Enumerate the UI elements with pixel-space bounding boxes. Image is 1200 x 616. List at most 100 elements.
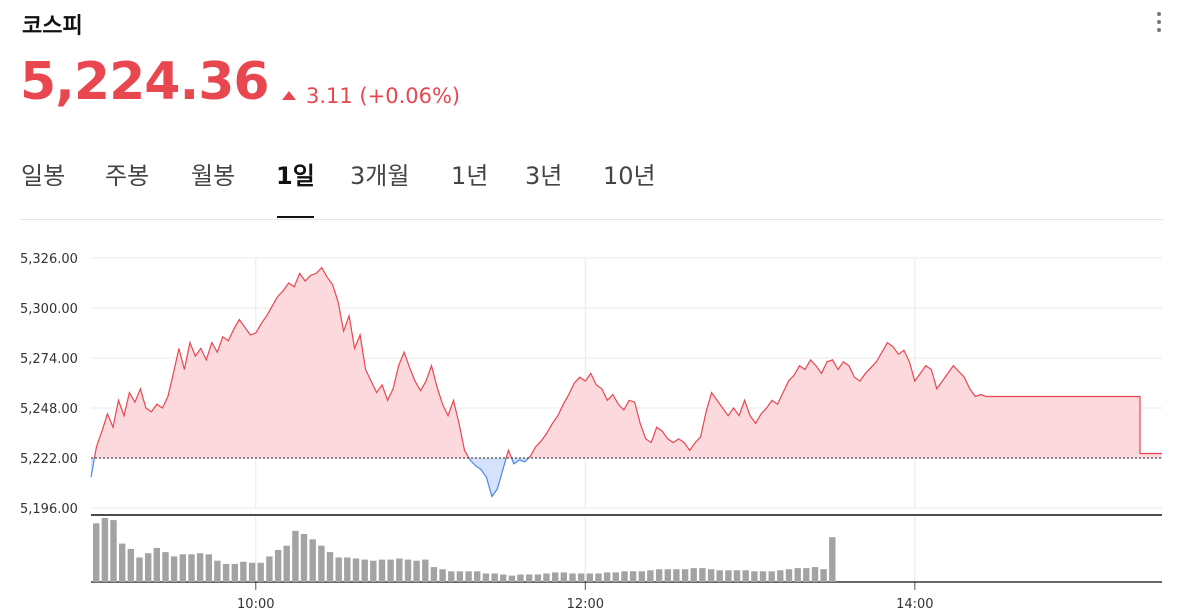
volume-bar <box>344 557 351 582</box>
volume-bar <box>292 530 299 582</box>
y-tick-label: 5,248.00 <box>20 402 78 417</box>
active-tab-underline <box>277 216 314 218</box>
volume-bar <box>136 557 143 582</box>
volume-bar <box>465 571 472 582</box>
volume-bar <box>621 571 628 582</box>
volume-bar <box>266 556 273 582</box>
volume-bar <box>361 559 368 582</box>
volume-bar <box>629 571 637 582</box>
x-tick-label: 10:00 <box>237 597 274 612</box>
volume-bar <box>785 569 793 582</box>
tab-1day[interactable]: 1일 <box>276 162 315 190</box>
volume-bar <box>595 573 602 582</box>
volume-bar <box>526 574 533 582</box>
volume-bar <box>101 518 109 582</box>
volume-bar <box>283 545 290 582</box>
tab-monthly[interactable]: 월봉 <box>191 162 236 190</box>
price-area-up <box>91 267 1162 458</box>
tab-3month[interactable]: 3개월 <box>350 162 410 190</box>
volume-bar <box>474 571 481 582</box>
volume-bar <box>716 570 723 582</box>
index-title: 코스피 <box>22 14 83 39</box>
y-tick-label: 5,274.00 <box>20 352 78 367</box>
volume-bar <box>673 569 680 582</box>
volume-bar <box>733 570 741 582</box>
volume-bar <box>820 569 827 582</box>
volume-bar <box>300 534 308 582</box>
tab-weekly[interactable]: 주봉 <box>105 162 150 190</box>
volume-bar <box>240 561 247 582</box>
price-line-up <box>93 266 1162 458</box>
volume-bar <box>803 568 810 582</box>
volume-bar <box>274 550 282 582</box>
tabs-divider <box>20 219 1163 220</box>
volume-bar <box>93 523 100 582</box>
price-change: 3.11 (+0.06%) <box>282 84 460 108</box>
volume-bar <box>309 539 316 582</box>
volume-bar <box>811 567 819 582</box>
volume-bar <box>231 563 238 582</box>
volume-bar <box>543 573 550 582</box>
up-triangle-icon <box>282 91 296 100</box>
volume-bar <box>751 571 758 582</box>
tab-10year[interactable]: 10년 <box>603 162 656 190</box>
volume-bar <box>404 559 412 582</box>
volume-bar <box>257 562 264 582</box>
current-price: 5,224.36 <box>20 52 270 112</box>
volume-bar <box>552 572 559 582</box>
volume-bar <box>491 573 498 582</box>
tab-daily[interactable]: 일봉 <box>21 162 66 190</box>
y-tick-label: 5,222.00 <box>20 452 78 467</box>
volume-bar <box>569 573 576 582</box>
volume-bar <box>482 573 490 582</box>
volume-bar <box>768 571 775 582</box>
volume-bar <box>699 568 706 582</box>
volume-bar <box>422 559 429 582</box>
volume-bar <box>448 571 455 582</box>
volume-bar <box>560 572 567 582</box>
volume-bar <box>742 570 749 582</box>
volume-bar <box>127 548 134 582</box>
volume-bar <box>612 572 619 582</box>
volume-bar <box>119 543 126 582</box>
volume-bar <box>586 573 593 582</box>
volume-bar <box>110 520 117 582</box>
volume-bar <box>456 571 464 582</box>
y-tick-label: 5,326.00 <box>20 252 78 267</box>
volume-bar <box>603 572 611 582</box>
y-tick-label: 5,196.00 <box>20 502 78 517</box>
volume-bar <box>378 559 386 582</box>
volume-bar <box>794 568 801 582</box>
volume-bar <box>248 562 256 582</box>
volume-bar <box>318 545 325 582</box>
volume-bar <box>387 559 394 582</box>
volume-bar <box>352 558 360 582</box>
tab-1year[interactable]: 1년 <box>451 162 489 190</box>
volume-bar <box>370 560 377 582</box>
volume-bar <box>500 574 507 582</box>
x-tick-label: 14:00 <box>896 597 933 612</box>
volume-bar <box>647 570 654 582</box>
tab-3year[interactable]: 3년 <box>525 162 563 190</box>
volume-bar <box>188 554 195 582</box>
x-tick-label: 12:00 <box>567 597 604 612</box>
volume-bar <box>222 563 230 582</box>
volume-bar <box>413 560 420 582</box>
volume-bar <box>655 569 663 582</box>
volume-bar <box>829 537 836 582</box>
volume-bar <box>508 575 516 582</box>
volume-bar <box>690 568 697 582</box>
volume-bar <box>179 554 186 582</box>
volume-bar <box>681 569 689 582</box>
volume-bar <box>664 569 671 582</box>
volume-bar <box>326 552 334 582</box>
volume-bar <box>205 554 212 582</box>
volume-bar <box>707 569 715 582</box>
volume-bar <box>517 574 524 582</box>
price-change-text: 3.11 (+0.06%) <box>306 84 461 108</box>
volume-bar <box>578 573 585 582</box>
y-tick-label: 5,300.00 <box>20 302 78 317</box>
more-vertical-icon[interactable] <box>1152 12 1166 40</box>
volume-bar <box>759 571 767 582</box>
